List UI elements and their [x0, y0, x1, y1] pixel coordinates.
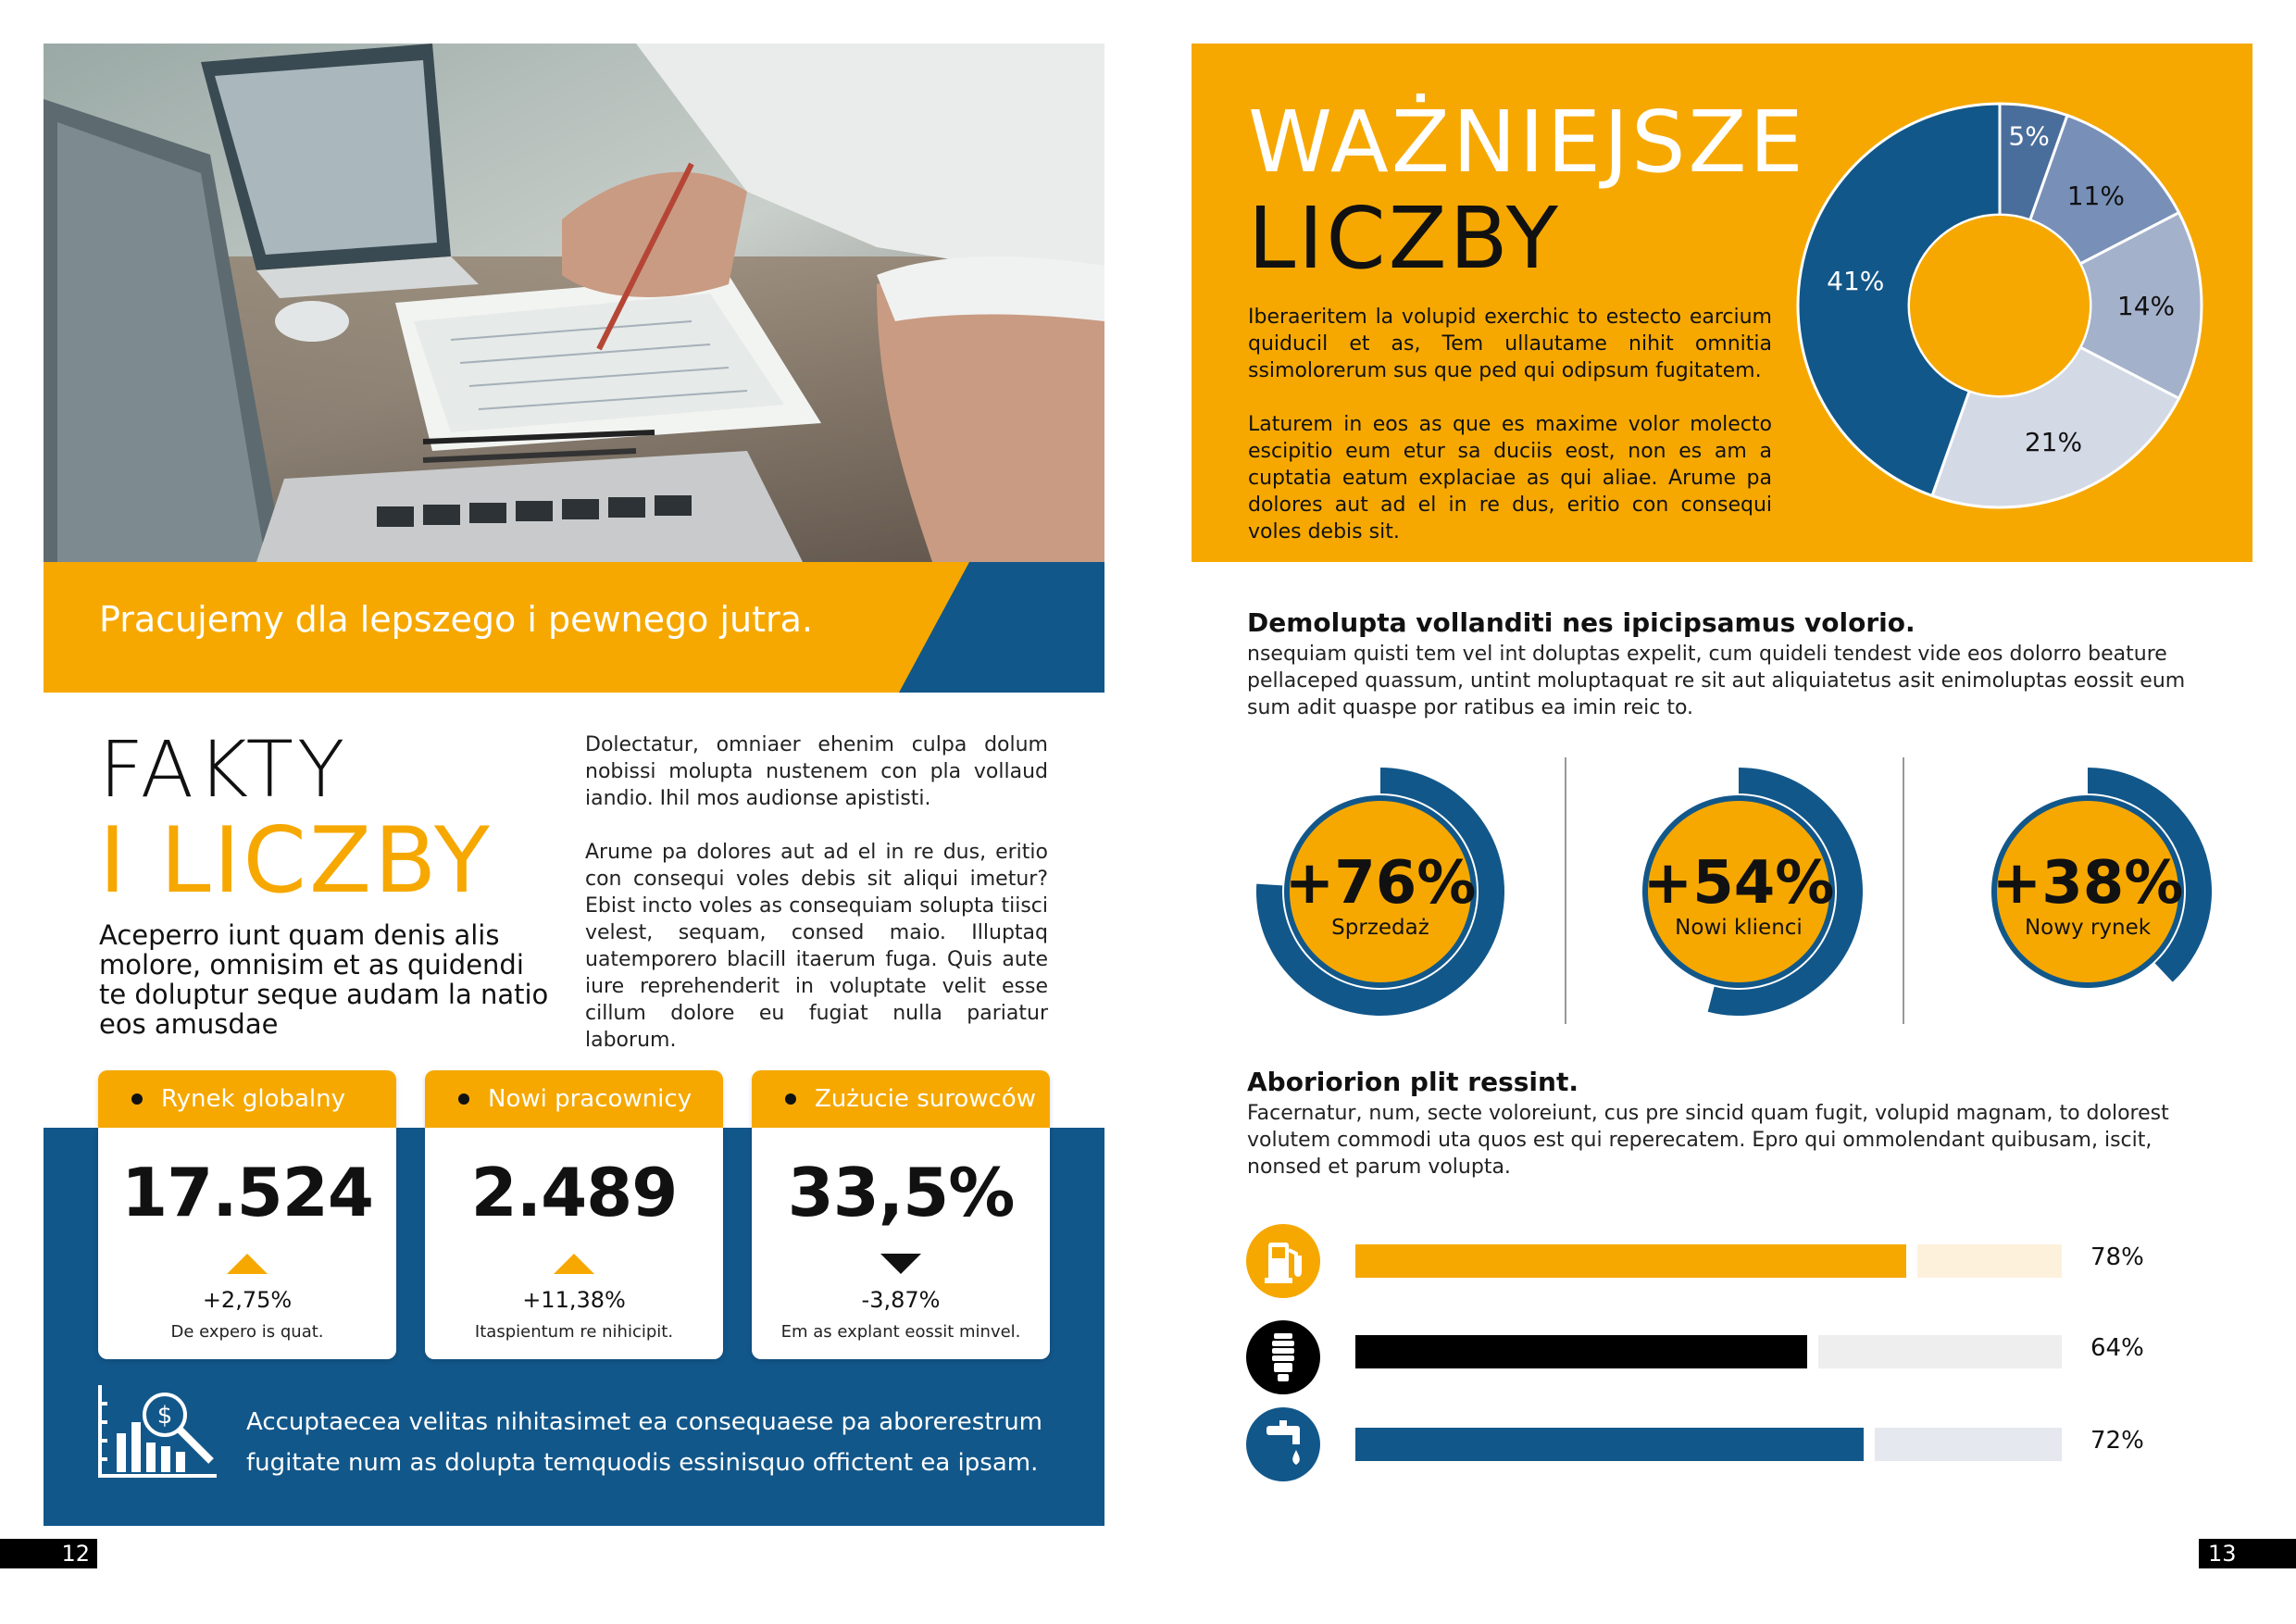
- stat-note: Itaspientum re nihicipit.: [474, 1322, 674, 1342]
- intro-paragraph: Laturem in eos as que es maxime volor mo…: [1248, 413, 1772, 543]
- progress-bar-remainder: [1875, 1428, 2062, 1461]
- stat-label: Nowi pracownicy: [488, 1085, 693, 1113]
- stat-note: Em as explant eossit minvel.: [780, 1322, 1021, 1342]
- key-figures-heading-line1: WAŻNIEJSZE: [1248, 93, 1806, 192]
- intro-paragraph: Iberaeritem la volupid exerchic to estec…: [1248, 306, 1772, 382]
- stat-label: Zużucie surowców: [815, 1085, 1036, 1113]
- column-divider: [1565, 757, 1566, 1024]
- donut-slice-label: 11%: [2067, 181, 2125, 211]
- office-desk-illustration: [44, 44, 1104, 562]
- progress-bar: [1355, 1335, 2062, 1368]
- key-figures-heading-line2: LICZBY: [1248, 189, 1561, 288]
- ring-gauge: +38%Nowy rynek: [1969, 768, 2212, 1010]
- progress-percent: 78%: [2090, 1243, 2144, 1271]
- stat-card: Nowi pracownicy 2.489 +11,38% Itaspientu…: [425, 1070, 723, 1359]
- tagline-text: Pracujemy dla lepszego i pewnego jutra.: [99, 599, 813, 640]
- ring-value: +54%: [1643, 849, 1835, 918]
- key-figures-intro: Iberaeritem la volupid exerchic to estec…: [1248, 304, 1772, 572]
- lead-paragraph: Aceperro iunt quam denis alis molore, om…: [99, 919, 549, 1040]
- ring-core: [1997, 801, 2178, 982]
- water-tap-icon: [1246, 1407, 1320, 1481]
- donut-slice-label: 5%: [2008, 121, 2049, 152]
- donut-hole: [1910, 216, 2090, 395]
- panel-description: Accuptaecea velitas nihitasimet ea conse…: [246, 1408, 1043, 1477]
- light-bulb-icon: [1246, 1320, 1320, 1394]
- hero-photo: [44, 44, 1104, 562]
- stat-card-header: Rynek globalny: [98, 1070, 396, 1128]
- progress-percent: 72%: [2090, 1427, 2144, 1455]
- ring-gauge: +76%Sprzedaż: [1256, 768, 1504, 1016]
- stat-label: Rynek globalny: [161, 1085, 345, 1113]
- section1-heading: Demolupta vollanditi nes ipicipsamus vol…: [1247, 607, 1915, 638]
- ring-value: +76%: [1285, 849, 1477, 918]
- column-divider: [1903, 757, 1904, 1024]
- donut-slice-label: 14%: [2117, 291, 2175, 321]
- progress-bar-fill: [1355, 1428, 1864, 1461]
- progress-percent: 64%: [2090, 1334, 2144, 1362]
- progress-bar: [1355, 1244, 2062, 1278]
- donut-slice: [2078, 210, 2203, 401]
- progress-bar-fill: [1355, 1244, 1906, 1278]
- bullet-icon: [785, 1093, 796, 1105]
- progress-bar-remainder: [1917, 1244, 2062, 1278]
- ring-label: Nowy rynek: [2025, 916, 2152, 940]
- stat-card: Zużucie surowców 33,5% -3,87% Em as expl…: [752, 1070, 1050, 1359]
- stat-value: 2.489: [470, 1154, 679, 1231]
- section2-heading: Aboriorion plit ressint.: [1247, 1067, 1578, 1097]
- donut-slice-label: 41%: [1827, 266, 1884, 296]
- stat-change: +2,75%: [202, 1287, 293, 1313]
- donut-slice: [1930, 345, 2181, 509]
- stat-note: De expero is quat.: [170, 1322, 324, 1342]
- body-paragraph: Dolectatur, omniaer ehenim culpa dolum n…: [585, 733, 1048, 810]
- ring-core: [1290, 801, 1471, 982]
- trend-up-icon: [554, 1254, 594, 1274]
- bullet-icon: [458, 1093, 469, 1105]
- ring-progress-arc: [2088, 768, 2212, 982]
- donut-slice: [2028, 113, 2181, 266]
- ring-gauge: +54%Nowi klienci: [1620, 768, 1864, 1016]
- financial-analysis-icon: $: [98, 1385, 217, 1478]
- stat-change: -3,87%: [861, 1287, 941, 1313]
- ring-label: Sprzedaż: [1331, 916, 1429, 940]
- tagline-banner: Pracujemy dla lepszego i pewnego jutra.: [44, 562, 1104, 693]
- svg-text:$: $: [157, 1402, 173, 1430]
- donut-slice: [1796, 102, 2002, 498]
- bullet-icon: [131, 1093, 143, 1105]
- section-heading-line2: I LICZBY: [99, 808, 493, 914]
- progress-bar: [1355, 1428, 2062, 1461]
- stat-value: 17.524: [121, 1154, 374, 1231]
- trend-down-icon: [880, 1254, 921, 1274]
- donut-chart: 5% 11% 14% 21% 41%: [1796, 102, 2203, 509]
- body-column: Dolectatur, omniaer ehenim culpa dolum n…: [585, 731, 1048, 1081]
- ring-value: +38%: [1992, 849, 2184, 918]
- stat-card: Rynek globalny 17.524 +2,75% De expero i…: [98, 1070, 396, 1359]
- progress-bar-fill: [1355, 1335, 1807, 1368]
- page-number-left: 12: [0, 1539, 97, 1568]
- body-paragraph: Arume pa dolores aut ad el in re dus, er…: [585, 841, 1048, 1052]
- ring-label: Nowi klienci: [1675, 916, 1803, 940]
- section-heading-line1: FAKTY: [99, 724, 349, 815]
- section1-text: nsequiam quisti tem vel int doluptas exp…: [1247, 643, 2186, 719]
- stat-card-header: Zużucie surowców: [752, 1070, 1050, 1128]
- section2-text: Facernatur, num, secte voloreiunt, cus p…: [1247, 1102, 2169, 1179]
- stat-value: 33,5%: [787, 1154, 1016, 1231]
- trend-up-icon: [227, 1254, 268, 1274]
- ring-progress-arc: [1707, 768, 1864, 1016]
- fuel-pump-icon: [1246, 1224, 1320, 1298]
- donut-slice-label: 21%: [2025, 427, 2082, 457]
- stat-card-header: Nowi pracownicy: [425, 1070, 723, 1128]
- banner-accent-shape: [899, 562, 1104, 693]
- page-number-right: 13: [2199, 1539, 2296, 1568]
- stat-change: +11,38%: [522, 1287, 626, 1313]
- progress-bar-remainder: [1818, 1335, 2062, 1368]
- ring-core: [1648, 801, 1829, 982]
